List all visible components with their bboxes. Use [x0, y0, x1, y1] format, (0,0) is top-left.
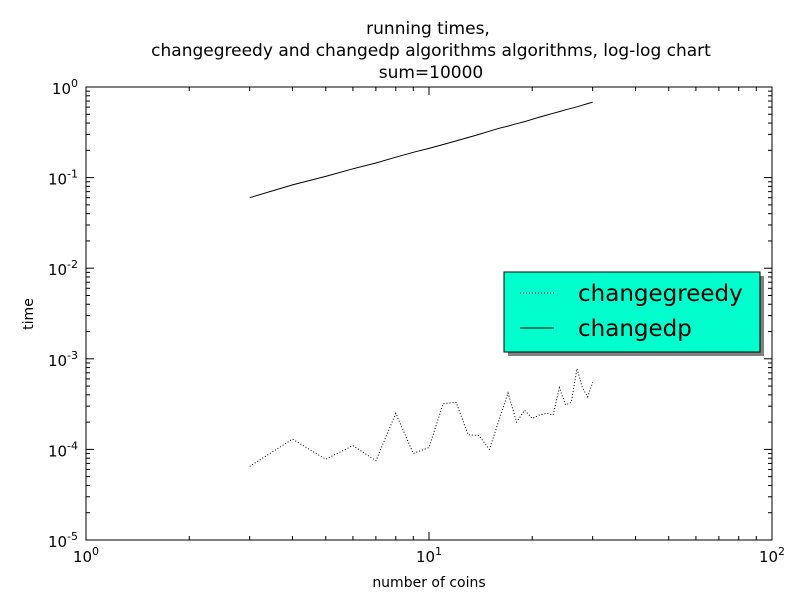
y-tick-label-4: 10-4: [48, 439, 78, 460]
plot-area-frame: [85, 86, 773, 541]
y-tick-label-5: 10-5: [48, 530, 78, 551]
y-tick-label-2: 10-2: [48, 258, 78, 279]
y-tick-label-3: 10-3: [48, 349, 78, 370]
legend-label-changegreedy: changegreedy: [578, 281, 743, 307]
plot-series: [249, 101, 594, 467]
chart-title-line-3: sum=10000: [379, 63, 484, 83]
y-axis-ticks: 100 10-1 10-2 10-3 10-4 10-5: [48, 77, 772, 551]
chart-title-line-2: changegreedy and changedp algorithms alg…: [151, 41, 711, 61]
chart-title-line-1: running times,: [366, 19, 490, 39]
legend: changegreedy changedp: [503, 271, 764, 356]
x-axis-label: number of coins: [372, 575, 485, 591]
x-tick-label-2: 102: [759, 545, 785, 566]
series-line-changegreedy: [249, 368, 594, 467]
y-tick-label-0: 100: [52, 77, 78, 98]
x-tick-label-1: 101: [416, 545, 442, 566]
legend-label-changedp: changedp: [578, 316, 692, 342]
series-line-changedp: [249, 101, 593, 199]
legend-box: [503, 271, 761, 353]
y-axis-label: time: [21, 298, 37, 330]
x-tick-label-0: 100: [73, 545, 99, 566]
y-tick-label-1: 10-1: [48, 168, 78, 189]
